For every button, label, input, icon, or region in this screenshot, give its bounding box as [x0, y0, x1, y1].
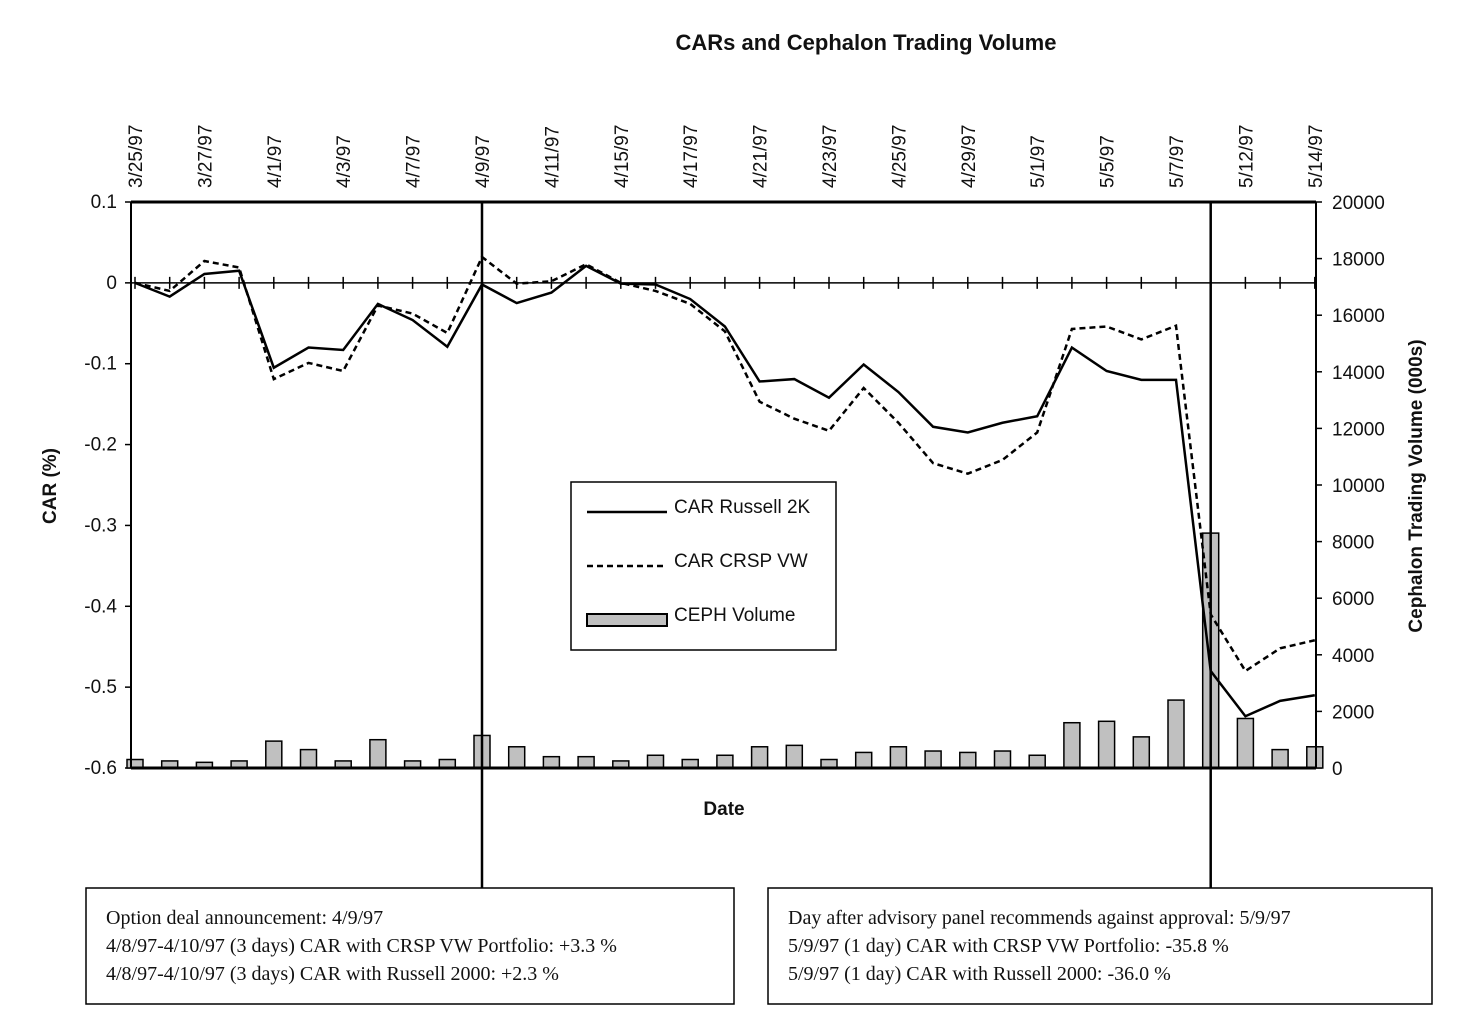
volume-bar	[1097, 720, 1116, 769]
legend-label: CEPH Volume	[674, 605, 795, 626]
volume-bar	[577, 755, 595, 769]
y2-tick-label: 10000	[1332, 476, 1385, 497]
volume-bar	[889, 746, 908, 769]
x-tick-label: 5/14/97	[1306, 125, 1327, 188]
volume-bar	[750, 746, 769, 769]
y-tick-label: -0.5	[84, 677, 117, 698]
y2-tick-label: 8000	[1332, 533, 1374, 554]
x-tick-label: 5/12/97	[1236, 125, 1257, 188]
volume-bar	[1236, 717, 1255, 769]
annotation-text: Day after advisory panel recommends agai…	[788, 907, 1291, 929]
annotation-text: Option deal announcement: 4/9/97	[106, 907, 383, 929]
x-tick-label: 5/5/97	[1098, 135, 1119, 188]
volume-bar	[1063, 721, 1081, 769]
volume-bar	[542, 755, 561, 769]
volume-bar	[854, 751, 873, 769]
volume-bar	[1271, 748, 1289, 769]
y2-tick-label: 12000	[1332, 419, 1385, 440]
x-tick-label: 4/1/97	[265, 135, 286, 188]
x-axis-label: Date	[703, 799, 744, 820]
volume-bar	[369, 738, 387, 769]
volume-bar	[1132, 736, 1151, 769]
x-tick-label: 4/11/97	[542, 126, 563, 188]
annotation-box	[85, 887, 735, 1005]
x-tick-label: 4/21/97	[751, 125, 772, 188]
volume-bar	[1167, 699, 1185, 769]
x-tick-label: 5/7/97	[1167, 135, 1188, 188]
volume-bar	[993, 750, 1012, 769]
y2-tick-label: 4000	[1332, 646, 1374, 667]
annotation-text: 4/8/97-4/10/97 (3 days) CAR with Russell…	[106, 963, 559, 985]
volume-bar	[785, 744, 804, 769]
volume-bar	[646, 754, 665, 769]
legend-label: CAR CRSP VW	[674, 551, 808, 572]
y-tick-label: -0.1	[84, 354, 117, 375]
y2-tick-label: 16000	[1332, 306, 1385, 327]
y2-tick-label: 14000	[1332, 363, 1385, 384]
x-tick-label: 4/17/97	[681, 125, 702, 188]
x-tick-label: 4/7/97	[404, 135, 425, 188]
volume-bar	[959, 751, 977, 769]
y2-axis-label: Cephalon Trading Volume (000s)	[1406, 339, 1427, 632]
annotation-text: 5/9/97 (1 day) CAR with Russell 2000: -3…	[788, 963, 1171, 985]
y2-tick-label: 6000	[1332, 589, 1374, 610]
volume-bar	[716, 754, 734, 769]
x-tick-label: 3/25/97	[126, 125, 147, 188]
annotation-box	[767, 887, 1433, 1005]
y-tick-label: -0.6	[84, 758, 117, 779]
x-tick-label: 4/29/97	[959, 125, 980, 188]
legend-swatch	[586, 613, 668, 627]
y-tick-label: 0	[106, 273, 117, 294]
y2-tick-label: 20000	[1332, 193, 1385, 214]
car-line	[134, 255, 1316, 673]
x-tick-label: 4/3/97	[334, 135, 355, 188]
annotation-text: 5/9/97 (1 day) CAR with CRSP VW Portfoli…	[788, 935, 1229, 957]
legend-label: CAR Russell 2K	[674, 497, 811, 518]
y-tick-label: -0.2	[84, 435, 117, 456]
volume-bar	[1028, 754, 1046, 769]
volume-bar	[507, 746, 526, 769]
y-tick-label: -0.4	[84, 596, 117, 617]
y-tick-label: 0.1	[91, 192, 117, 213]
y2-tick-label: 18000	[1332, 250, 1385, 271]
x-tick-label: 4/15/97	[612, 125, 633, 188]
y-tick-label: -0.3	[84, 515, 117, 536]
volume-bar	[1306, 746, 1324, 769]
annotation-text: 4/8/97-4/10/97 (3 days) CAR with CRSP VW…	[106, 935, 617, 957]
x-tick-label: 4/23/97	[820, 125, 841, 188]
volume-bar	[924, 750, 942, 769]
y-axis-label: CAR (%)	[40, 448, 61, 524]
y2-tick-label: 2000	[1332, 702, 1374, 723]
x-tick-label: 4/9/97	[473, 135, 494, 188]
x-tick-label: 3/27/97	[195, 125, 216, 188]
x-tick-label: 4/25/97	[889, 125, 910, 188]
y2-tick-label: 0	[1332, 759, 1343, 780]
x-tick-label: 5/1/97	[1028, 135, 1049, 188]
car-line	[134, 264, 1316, 718]
chart-title: CARs and Cephalon Trading Volume	[676, 30, 1057, 55]
volume-bar	[299, 748, 318, 769]
volume-bar	[265, 740, 283, 769]
